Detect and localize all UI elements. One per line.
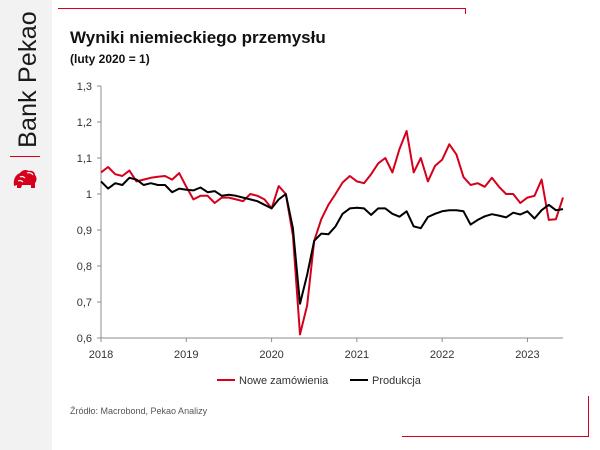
x-tick-label: 2018 <box>89 349 113 361</box>
header-rule-tick <box>465 8 466 14</box>
footer-rule-tick <box>588 396 589 437</box>
series-line-produkcja <box>100 176 564 305</box>
y-tick-label: 1,1 <box>77 153 92 165</box>
y-tick-label: 0,7 <box>77 297 92 309</box>
y-tick-label: 0,8 <box>77 261 92 273</box>
y-tick-label: 1 <box>86 189 92 201</box>
x-tick-label: 2023 <box>515 349 539 361</box>
x-tick-label: 2022 <box>430 349 454 361</box>
series-line-nowe-zamowienia <box>100 130 564 336</box>
header-rule <box>58 8 466 9</box>
y-tick-label: 0,6 <box>77 333 92 345</box>
brand-separator <box>10 156 40 157</box>
y-tick-label: 1,3 <box>77 81 92 93</box>
legend-label: Produkcja <box>372 375 422 387</box>
y-tick-label: 0,9 <box>77 225 92 237</box>
x-tick-label: 2021 <box>345 349 369 361</box>
legend-label: Nowe zamówienia <box>239 375 329 387</box>
footer-rule <box>402 436 588 437</box>
x-tick-label: 2020 <box>259 349 283 361</box>
source-note: Źródło: Macrobond, Pekao Analizy <box>70 406 208 416</box>
y-tick-label: 1,2 <box>77 117 92 129</box>
x-tick-label: 2019 <box>174 349 198 361</box>
pekao-bison-logo-icon <box>13 169 37 188</box>
brand-sidebar: Bank Pekao <box>0 0 52 450</box>
chart-subtitle: (luty 2020 = 1) <box>70 52 150 66</box>
chart-title: Wyniki niemieckiego przemysłu <box>70 28 326 47</box>
